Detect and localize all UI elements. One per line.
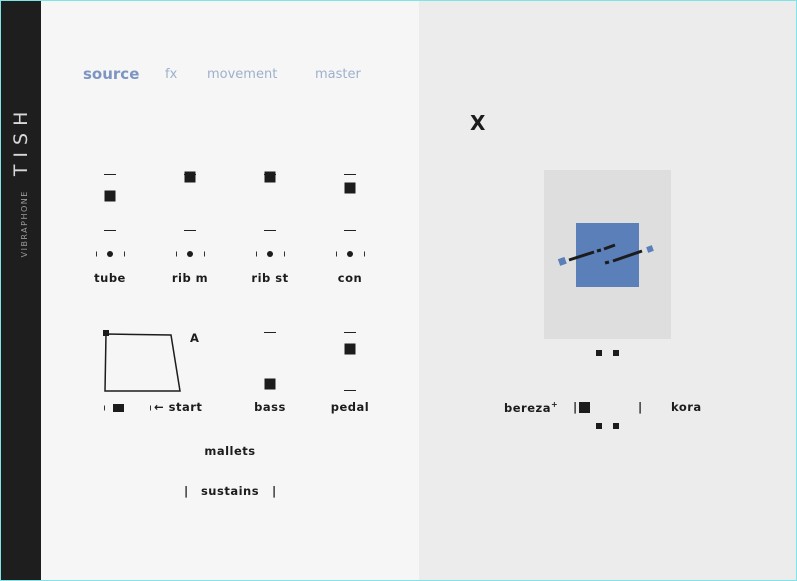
slider-label: con bbox=[337, 271, 363, 285]
sustains-bar-left: | bbox=[184, 484, 189, 498]
pan-left-tick bbox=[176, 251, 177, 257]
mallets-button[interactable]: mallets bbox=[204, 444, 256, 458]
tab-source[interactable]: source bbox=[83, 65, 140, 83]
pan-knob[interactable] bbox=[187, 251, 193, 257]
slider-knob[interactable] bbox=[184, 171, 196, 183]
pan-left-tick bbox=[96, 251, 97, 257]
xy-pad-trajectory bbox=[557, 243, 654, 266]
start-handle[interactable] bbox=[113, 404, 124, 412]
trajectory-segment bbox=[596, 248, 602, 253]
slider-knob[interactable] bbox=[264, 171, 276, 183]
start-range-right-tick bbox=[150, 405, 151, 411]
slider-min-tick bbox=[344, 390, 356, 391]
envelope-editor[interactable] bbox=[101, 327, 191, 397]
pan-knob[interactable] bbox=[347, 251, 353, 257]
morph-right-label[interactable]: kora bbox=[671, 400, 702, 414]
pan-left-tick bbox=[256, 251, 257, 257]
slider-knob[interactable] bbox=[344, 343, 356, 355]
slider-min-tick bbox=[104, 230, 116, 231]
instrument-subtitle: VIBRAPHONE bbox=[20, 190, 29, 258]
indicator-dot bbox=[613, 350, 619, 356]
trajectory-segment bbox=[612, 249, 643, 263]
slider-min-tick bbox=[344, 230, 356, 231]
start-label: ← start bbox=[154, 400, 203, 414]
sustains-bar-right: | bbox=[272, 484, 277, 498]
brand: VIBRAPHONE TISH bbox=[10, 105, 32, 258]
tab-movement[interactable]: movement bbox=[207, 67, 278, 82]
pan-right-tick bbox=[204, 251, 205, 257]
slider-max-tick bbox=[104, 174, 116, 175]
movement-panel: X bereza+ | | kora bbox=[419, 1, 796, 580]
slider-knob[interactable] bbox=[264, 378, 276, 390]
envelope-shape bbox=[104, 333, 181, 392]
slider-label: rib st bbox=[251, 271, 289, 285]
slider-max-tick bbox=[344, 332, 356, 333]
tab-fx[interactable]: fx bbox=[165, 67, 178, 82]
morph-left-label[interactable]: bereza+ bbox=[504, 400, 559, 415]
sustains-button[interactable]: sustains bbox=[200, 484, 260, 498]
pan-knob[interactable] bbox=[267, 251, 273, 257]
trajectory-end-handle bbox=[646, 245, 654, 253]
start-range-left-tick bbox=[104, 405, 105, 411]
morph-bar-left: | bbox=[573, 400, 578, 414]
trajectory-start-handle bbox=[557, 256, 567, 266]
slider-max-tick bbox=[344, 174, 356, 175]
pan-left-tick bbox=[336, 251, 337, 257]
slider-label: tube bbox=[94, 271, 126, 285]
slider-min-tick bbox=[184, 230, 196, 231]
morph-bar-right: | bbox=[638, 400, 643, 414]
slider-max-tick bbox=[264, 332, 276, 333]
trajectory-segment bbox=[568, 250, 595, 262]
slider-knob[interactable] bbox=[344, 182, 356, 194]
indicator-dot bbox=[613, 423, 619, 429]
trajectory-segment bbox=[603, 243, 616, 251]
indicator-dot bbox=[596, 350, 602, 356]
slider-min-tick bbox=[264, 230, 276, 231]
morph-slider-handle[interactable] bbox=[579, 402, 590, 413]
pan-knob[interactable] bbox=[107, 251, 113, 257]
pan-right-tick bbox=[124, 251, 125, 257]
sidebar: VIBRAPHONE TISH bbox=[1, 1, 41, 580]
bass-label: bass bbox=[254, 400, 286, 414]
trajectory-segment bbox=[604, 260, 610, 265]
pan-right-tick bbox=[364, 251, 365, 257]
envelope-a-label: A bbox=[190, 331, 200, 345]
envelope-handle[interactable] bbox=[103, 330, 109, 336]
app-title: TISH bbox=[10, 104, 32, 177]
pan-right-tick bbox=[284, 251, 285, 257]
close-button[interactable]: X bbox=[470, 111, 486, 135]
xy-pad[interactable] bbox=[544, 170, 671, 339]
indicator-dot bbox=[596, 423, 602, 429]
slider-label: rib m bbox=[171, 271, 209, 285]
slider-knob[interactable] bbox=[104, 190, 116, 202]
pedal-label: pedal bbox=[330, 400, 370, 414]
source-panel: source fx movement master tube rib m rib s… bbox=[41, 1, 419, 580]
tab-master[interactable]: master bbox=[315, 67, 361, 82]
